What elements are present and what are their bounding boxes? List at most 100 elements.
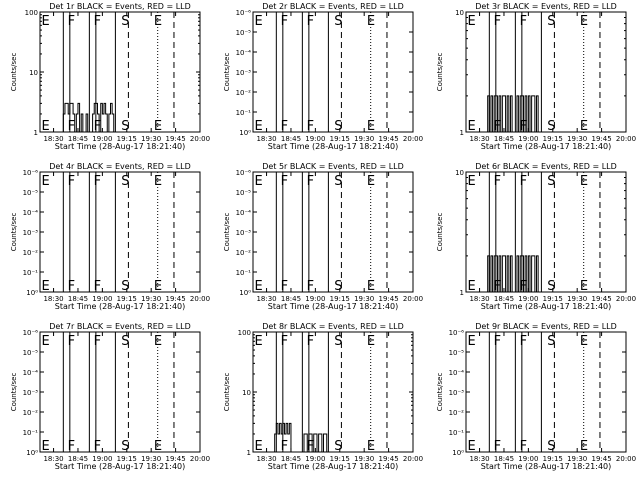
x-axis-label: Start Time (28-Aug-17 18:21:40) xyxy=(55,142,186,151)
y-tick-label: 10⁰ xyxy=(239,129,251,137)
x-tick-label: 18:30 xyxy=(256,455,276,463)
x-tick-label: 19:45 xyxy=(378,295,398,303)
y-tick-label: 10⁻⁶ xyxy=(23,169,39,177)
chart-title: Det 8r BLACK = Events, RED = LLD xyxy=(262,322,404,331)
x-tick-label: 19:00 xyxy=(92,295,112,303)
x-tick-label: 18:45 xyxy=(494,295,514,303)
region-label: E xyxy=(255,279,263,294)
region-label: F xyxy=(68,119,75,134)
series-line xyxy=(274,422,292,452)
chart-title: Det 5r BLACK = Events, RED = LLD xyxy=(262,162,404,171)
x-tick-label: 18:30 xyxy=(43,295,63,303)
y-tick-label: 10⁻¹ xyxy=(449,429,465,437)
region-label: F xyxy=(68,439,75,454)
x-tick-label: 19:15 xyxy=(117,135,137,143)
x-tick-label: 19:45 xyxy=(591,135,611,143)
region-label: F xyxy=(68,174,75,189)
series-line xyxy=(303,433,328,453)
y-tick-label: 10⁻⁵ xyxy=(236,29,252,37)
region-label: E xyxy=(468,174,476,189)
y-tick-label: 1 xyxy=(460,289,464,297)
region-label: S xyxy=(334,334,342,349)
region-label: F xyxy=(94,119,101,134)
y-axis-label: Counts/sec xyxy=(223,373,231,412)
region-label: F xyxy=(307,279,314,294)
y-tick-label: 10⁻⁴ xyxy=(449,369,465,377)
region-label: E xyxy=(154,279,162,294)
region-label: F xyxy=(281,174,288,189)
series-line xyxy=(90,102,115,133)
chart-panel-8: Det 8r BLACK = Events, RED = LLDEEFFFFSS… xyxy=(223,322,423,471)
y-tick-label: 100 xyxy=(25,9,38,17)
region-label: E xyxy=(255,119,263,134)
region-label: E xyxy=(367,14,375,29)
region-label: S xyxy=(334,174,342,189)
x-tick-label: 18:45 xyxy=(281,135,301,143)
chart-title: Det 2r BLACK = Events, RED = LLD xyxy=(262,2,404,11)
region-label: E xyxy=(468,334,476,349)
x-tick-label: 18:45 xyxy=(281,455,301,463)
y-tick-label: 10⁻⁶ xyxy=(236,169,252,177)
x-tick-label: 19:15 xyxy=(330,295,350,303)
y-tick-label: 10⁻² xyxy=(449,409,465,417)
y-tick-label: 10⁻⁵ xyxy=(236,189,252,197)
region-label: E xyxy=(468,14,476,29)
region-label: S xyxy=(547,14,555,29)
region-label: F xyxy=(94,334,101,349)
y-tick-label: 1 xyxy=(460,129,464,137)
y-tick-label: 10⁻⁴ xyxy=(236,49,252,57)
region-label: E xyxy=(255,439,263,454)
region-label: E xyxy=(367,439,375,454)
y-tick-label: 10⁻³ xyxy=(236,229,252,237)
y-tick-label: 10⁻¹ xyxy=(23,429,39,437)
y-tick-label: 10⁻³ xyxy=(236,69,252,77)
y-tick-label: 10⁻² xyxy=(23,249,39,257)
x-tick-label: 19:30 xyxy=(567,455,587,463)
region-label: F xyxy=(307,14,314,29)
region-label: F xyxy=(281,119,288,134)
y-tick-label: 10⁻⁵ xyxy=(449,349,465,357)
y-axis-label: Counts/sec xyxy=(436,373,444,412)
y-tick-label: 10⁻⁶ xyxy=(236,9,252,17)
y-axis-label: Counts/sec xyxy=(436,53,444,92)
region-label: S xyxy=(334,279,342,294)
x-tick-label: 19:45 xyxy=(165,135,185,143)
y-axis-label: Counts/sec xyxy=(10,53,18,92)
y-tick-label: 10⁻⁵ xyxy=(23,189,39,197)
x-tick-label: 19:30 xyxy=(141,455,161,463)
x-tick-label: 19:15 xyxy=(330,135,350,143)
region-label: F xyxy=(494,439,501,454)
chart-panel-3: Det 3r BLACK = Events, RED = LLDEEFFFFSS… xyxy=(436,2,636,151)
x-tick-label: 19:30 xyxy=(567,135,587,143)
region-label: S xyxy=(121,119,129,134)
region-label: E xyxy=(154,334,162,349)
chart-title: Det 1r BLACK = Events, RED = LLD xyxy=(49,2,191,11)
region-label: E xyxy=(580,174,588,189)
region-label: F xyxy=(94,439,101,454)
region-label: F xyxy=(520,174,527,189)
chart-title: Det 6r BLACK = Events, RED = LLD xyxy=(475,162,617,171)
x-tick-label: 20:00 xyxy=(403,295,423,303)
region-label: E xyxy=(154,119,162,134)
y-tick-label: 10⁻⁶ xyxy=(23,329,39,337)
y-tick-label: 10 xyxy=(455,9,464,17)
x-tick-label: 19:30 xyxy=(354,455,374,463)
y-axis-label: Counts/sec xyxy=(10,373,18,412)
region-label: S xyxy=(121,439,129,454)
x-tick-label: 20:00 xyxy=(190,295,210,303)
y-tick-label: 1 xyxy=(34,129,38,137)
plot-frame xyxy=(39,331,201,453)
x-tick-label: 19:00 xyxy=(518,295,538,303)
plot-frame xyxy=(465,331,627,453)
plot-frame xyxy=(252,171,414,293)
region-label: E xyxy=(42,334,50,349)
series-line xyxy=(487,255,514,293)
chart-panel-9: Det 9r BLACK = Events, RED = LLDEEFFFFSS… xyxy=(436,322,636,471)
x-tick-label: 19:00 xyxy=(92,455,112,463)
x-tick-label: 19:15 xyxy=(117,295,137,303)
y-tick-label: 10⁻¹ xyxy=(23,269,39,277)
region-label: S xyxy=(334,439,342,454)
region-label: E xyxy=(580,279,588,294)
x-tick-label: 19:15 xyxy=(330,455,350,463)
